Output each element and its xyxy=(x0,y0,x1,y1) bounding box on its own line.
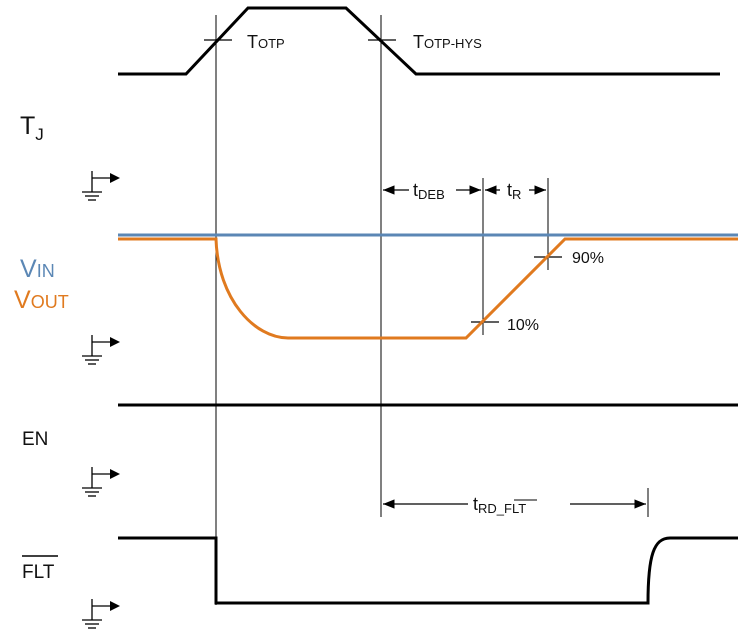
t-rd-flt-label: tRD_FLT xyxy=(473,494,526,516)
t-otp-label: TOTP xyxy=(247,32,285,52)
pct-10-label: 10% xyxy=(507,317,539,334)
tj-waveform xyxy=(118,6,720,76)
vout-label: VOUT xyxy=(14,286,69,314)
flt-waveform xyxy=(118,536,738,605)
pct-90-label: 90% xyxy=(572,250,604,267)
t-r-label: tR xyxy=(507,180,521,202)
ground-arrow-icon xyxy=(82,467,120,497)
t-otp-hys-label: TOTP-HYS xyxy=(413,32,482,52)
ground-arrow-icon xyxy=(82,599,120,629)
flt-label: FLT xyxy=(22,562,55,583)
vout-waveform xyxy=(118,237,738,340)
ground-arrow-icon xyxy=(82,171,120,201)
en-label: EN xyxy=(22,429,48,450)
vin-label: VIN xyxy=(20,255,55,283)
ground-arrow-icon xyxy=(82,335,120,365)
t-deb-label: tDEB xyxy=(413,180,445,202)
tj-label: TJ xyxy=(20,112,44,144)
